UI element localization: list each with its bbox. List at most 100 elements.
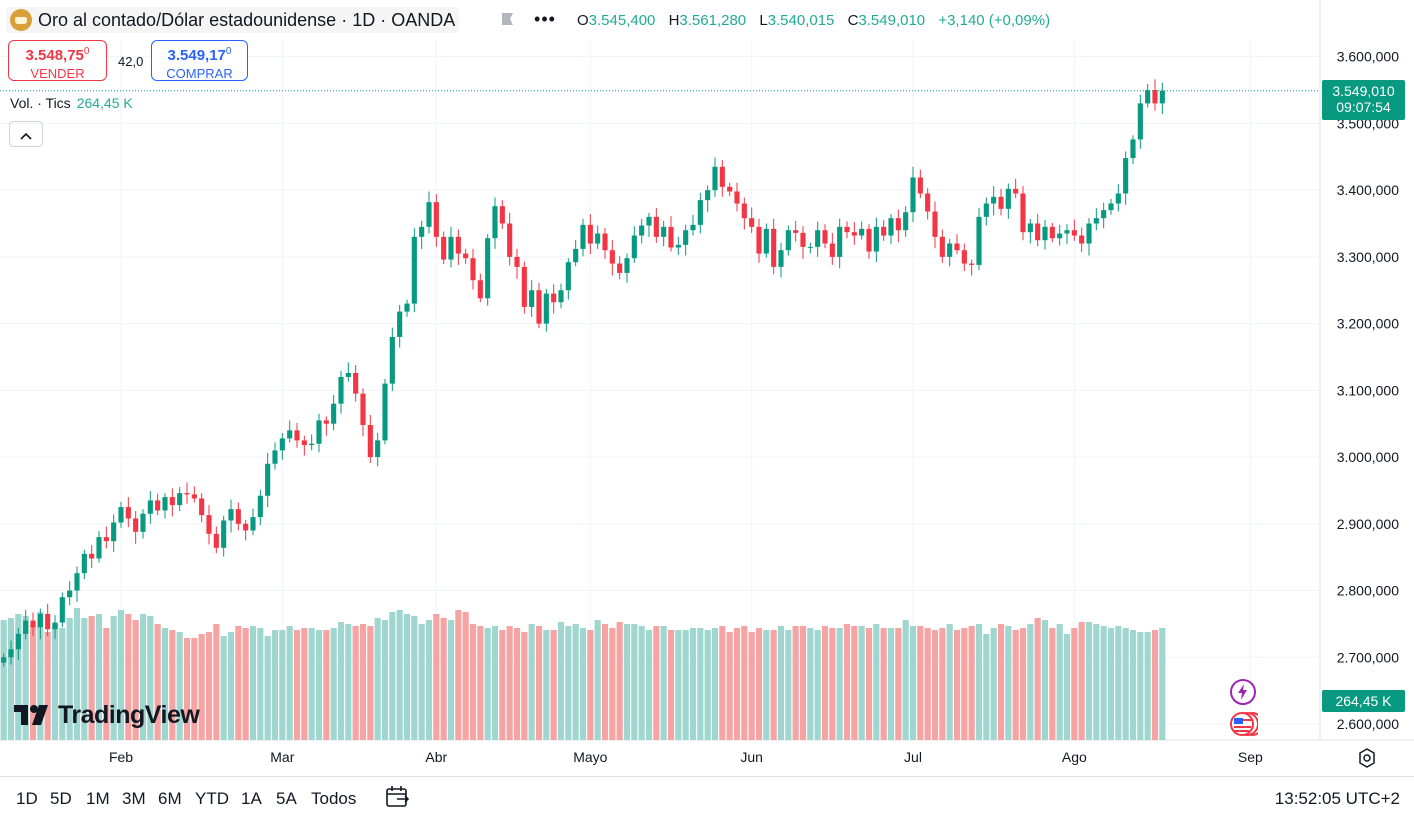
volume-bar: [110, 616, 117, 740]
volume-bar: [1019, 628, 1027, 740]
volume-bar: [264, 636, 271, 740]
candle-body: [668, 226, 674, 248]
timezone-clock[interactable]: 13:52:05 UTC+2: [1274, 789, 1400, 808]
volume-legend[interactable]: Vol. · Tics 264,45 K: [10, 95, 133, 111]
volume-bar: [286, 626, 293, 740]
candle-body: [177, 493, 183, 506]
candle-body: [470, 258, 476, 281]
volume-bar: [440, 618, 447, 740]
candle-body: [1145, 90, 1151, 104]
volume-bar: [975, 624, 983, 740]
candle-body: [881, 226, 887, 236]
symbol-selector[interactable]: Oro al contado/Dólar estadounidense · 1D…: [6, 7, 460, 33]
collapse-legend-button[interactable]: [9, 121, 43, 147]
price-tick-label: 2.900,000: [1337, 516, 1399, 532]
tradingview-logo[interactable]: TradingView: [14, 700, 224, 730]
volume-bar: [997, 624, 1005, 740]
time-tick-label: Mayo: [573, 749, 607, 765]
axis-settings-icon[interactable]: [1356, 747, 1378, 769]
candle-body: [411, 236, 417, 304]
more-options-button[interactable]: •••: [534, 9, 556, 29]
range-button[interactable]: 6M: [158, 789, 182, 808]
candle-body: [492, 206, 498, 239]
candle-body: [367, 425, 373, 458]
high-value: 3.561,280: [679, 12, 747, 29]
volume-bar: [1107, 628, 1115, 740]
volume-bar: [462, 612, 469, 740]
volume-bar: [330, 628, 337, 740]
range-button[interactable]: Todos: [311, 789, 357, 808]
volume-bar: [374, 618, 381, 740]
range-button[interactable]: YTD: [195, 789, 229, 808]
volume-bar: [763, 630, 770, 740]
candle-body: [279, 438, 285, 451]
volume-bar: [359, 624, 367, 740]
volume-bar: [484, 628, 491, 740]
candle-body: [859, 228, 865, 236]
volume-bar: [301, 628, 308, 740]
volume-bar: [799, 626, 807, 740]
last-price-badge: 3.549,010 09:07:54: [1322, 79, 1405, 120]
candle-body: [749, 218, 755, 227]
volume-bar: [609, 628, 616, 740]
range-button[interactable]: 1D: [16, 789, 38, 808]
candle-body: [947, 243, 953, 257]
candle-body: [30, 620, 36, 628]
candle-body: [609, 250, 615, 264]
volume-bar: [183, 638, 191, 740]
volume-bar: [961, 628, 968, 740]
range-button[interactable]: 5D: [50, 789, 72, 808]
volume-bar: [1159, 628, 1166, 740]
volume-bar: [792, 626, 799, 740]
volume-bar: [645, 630, 653, 740]
volume-bar: [1041, 620, 1049, 740]
candle-body: [690, 224, 696, 231]
sell-label: VENDER: [30, 66, 85, 81]
volume-bar: [95, 614, 103, 740]
date-range-calendar-icon[interactable]: [383, 784, 411, 810]
candle-body: [653, 216, 659, 237]
range-button[interactable]: 3M: [122, 789, 146, 808]
change-value: +3,140 (+0,09%): [938, 12, 1051, 29]
volume-bar: [748, 632, 755, 740]
range-button[interactable]: 5A: [276, 789, 297, 808]
flag-icon[interactable]: [500, 12, 516, 26]
candle-body: [558, 290, 564, 303]
volume-bar: [425, 620, 433, 740]
volume-bar: [271, 630, 279, 740]
gold-coin-icon: [10, 9, 32, 31]
volume-bar: [469, 624, 477, 740]
volume-bar: [0, 620, 7, 740]
candle-body: [426, 202, 432, 227]
candle-body: [294, 430, 300, 441]
volume-bar: [521, 632, 528, 740]
range-button[interactable]: 1A: [241, 789, 262, 808]
candle-body: [1020, 193, 1026, 233]
candle-body: [991, 196, 997, 204]
volume-bar: [557, 622, 565, 740]
sell-button[interactable]: 3.548,750 VENDER: [8, 40, 107, 81]
candle-body: [235, 509, 241, 524]
candle-body: [822, 230, 828, 244]
volume-bar: [1012, 630, 1019, 740]
volume-bar: [117, 610, 125, 740]
candle-body: [404, 303, 410, 312]
candlesticks: [1, 79, 1165, 667]
buy-button[interactable]: 3.549,170 COMPRAR: [151, 40, 248, 81]
candle-body: [1079, 235, 1085, 244]
us-flag-event-icon[interactable]: [1230, 710, 1258, 738]
volume-bar: [1034, 618, 1041, 740]
candle-body: [565, 262, 571, 291]
volume-bar: [711, 628, 719, 740]
price-chart[interactable]: 3.600,0003.500,0003.400,0003.300,0003.20…: [0, 0, 1414, 776]
candle-body: [705, 190, 711, 201]
volume-bar: [147, 616, 154, 740]
volume-bar: [1049, 628, 1056, 740]
volume-bar: [337, 622, 345, 740]
candle-body: [697, 200, 703, 225]
range-button[interactable]: 1M: [86, 789, 110, 808]
bottom-toolbar: [0, 776, 1414, 820]
candle-body: [507, 223, 513, 257]
volume-bar: [418, 624, 425, 740]
event-marker-lightning[interactable]: [1230, 679, 1256, 705]
